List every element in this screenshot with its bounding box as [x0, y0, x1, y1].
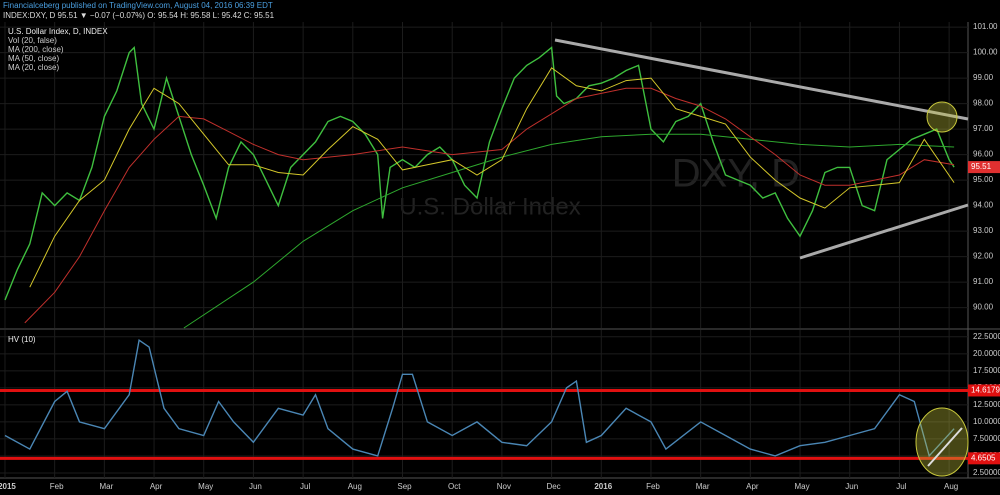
y-tick-label: 2.50000	[973, 468, 1000, 477]
x-tick-label: 2015	[0, 482, 16, 491]
trend-line-lower	[799, 203, 969, 260]
series-line	[4, 339, 955, 458]
x-tick-label: Jun	[845, 482, 858, 491]
y-tick-label: 7.50000	[973, 434, 1000, 443]
y-tick-label: 96.00	[973, 150, 994, 159]
watermark-sub: U.S. Dollar Index	[399, 193, 580, 220]
level-label-box	[968, 452, 1000, 465]
x-tick-label: Apr	[746, 482, 759, 491]
y-tick-label: 94.00	[973, 201, 994, 210]
y-tick-label: 93.00	[973, 226, 994, 235]
level-label: 4.6505	[971, 453, 996, 462]
y-tick-label: 12.5000	[973, 400, 1000, 409]
x-tick-label: Dec	[546, 482, 560, 491]
x-tick-label: Mar	[696, 482, 710, 491]
x-tick-label: Jul	[896, 482, 906, 491]
x-tick-label: Apr	[150, 482, 163, 491]
y-tick-label: 17.5000	[973, 366, 1000, 375]
y-tick-label: 20.0000	[973, 349, 1000, 358]
y-tick-label: 10.0000	[973, 417, 1000, 426]
x-tick-label: Oct	[448, 482, 461, 491]
x-tick-label: Mar	[99, 482, 113, 491]
trend-line-upper	[554, 38, 969, 121]
x-tick-label: Feb	[50, 482, 64, 491]
legend-entry: MA (50, close)	[8, 54, 59, 63]
series-line	[29, 67, 955, 288]
y-tick-label: 97.00	[973, 124, 994, 133]
y-tick-label: 98.00	[973, 99, 994, 108]
highlight-ellipse	[915, 407, 969, 477]
pane-title: U.S. Dollar Index, D, INDEX	[8, 27, 108, 36]
quote: INDEX:DXY, D 95.51 ▼ −0.07 (−0.07%) O: 9…	[3, 11, 275, 20]
highlight-circle	[926, 101, 958, 133]
pane-title: HV (10)	[8, 335, 36, 344]
level-label-box	[968, 384, 1000, 397]
x-tick-label: Feb	[646, 482, 660, 491]
series-line	[4, 45, 955, 301]
series-line	[183, 133, 955, 329]
x-tick-label: Nov	[497, 482, 511, 491]
legend-entry: Vol (20, false)	[8, 36, 57, 45]
y-tick-label: 22.5000	[973, 332, 1000, 341]
x-tick-label: Jul	[300, 482, 310, 491]
x-tick-label: Jun	[249, 482, 262, 491]
y-tick-label: 100.00	[973, 48, 998, 57]
x-tick-label: Aug	[348, 482, 362, 491]
watermark: DXY, D	[672, 152, 800, 196]
y-tick-label: 91.00	[973, 277, 994, 286]
hv-trend-line	[927, 427, 963, 467]
x-tick-label: May	[198, 482, 213, 491]
y-tick-label: 95.00	[973, 175, 994, 184]
y-tick-label: 92.00	[973, 252, 994, 261]
x-tick-label: 2016	[594, 482, 612, 491]
x-tick-label: Aug	[944, 482, 958, 491]
y-tick-label: 101.00	[973, 22, 998, 31]
last-value-label: 95.51	[971, 162, 992, 171]
legend-entry: MA (200, close)	[8, 45, 64, 54]
level-label: 14.6179	[971, 386, 1000, 395]
last-value-box	[968, 161, 1000, 174]
y-tick-label: 90.00	[973, 303, 994, 312]
x-tick-label: May	[794, 482, 809, 491]
y-tick-label: 99.00	[973, 73, 994, 82]
x-tick-label: Sep	[397, 482, 412, 491]
publisher: Financialceberg published on TradingView…	[3, 1, 273, 10]
legend-entry: MA (20, close)	[8, 63, 59, 72]
series-line	[24, 87, 955, 324]
